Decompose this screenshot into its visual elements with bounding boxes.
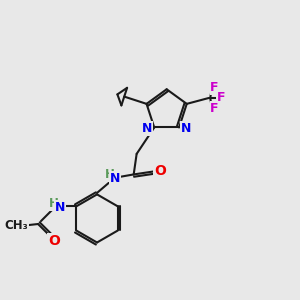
Text: H: H: [49, 197, 59, 210]
Text: H: H: [104, 168, 114, 181]
Text: CH₃: CH₃: [5, 219, 28, 232]
Text: O: O: [48, 234, 60, 248]
Text: F: F: [210, 81, 219, 94]
Text: N: N: [110, 172, 120, 185]
Text: N: N: [181, 122, 192, 135]
Text: N: N: [55, 201, 65, 214]
Text: O: O: [154, 164, 166, 178]
Text: F: F: [217, 92, 226, 104]
Text: N: N: [142, 122, 152, 135]
Text: F: F: [210, 102, 219, 115]
